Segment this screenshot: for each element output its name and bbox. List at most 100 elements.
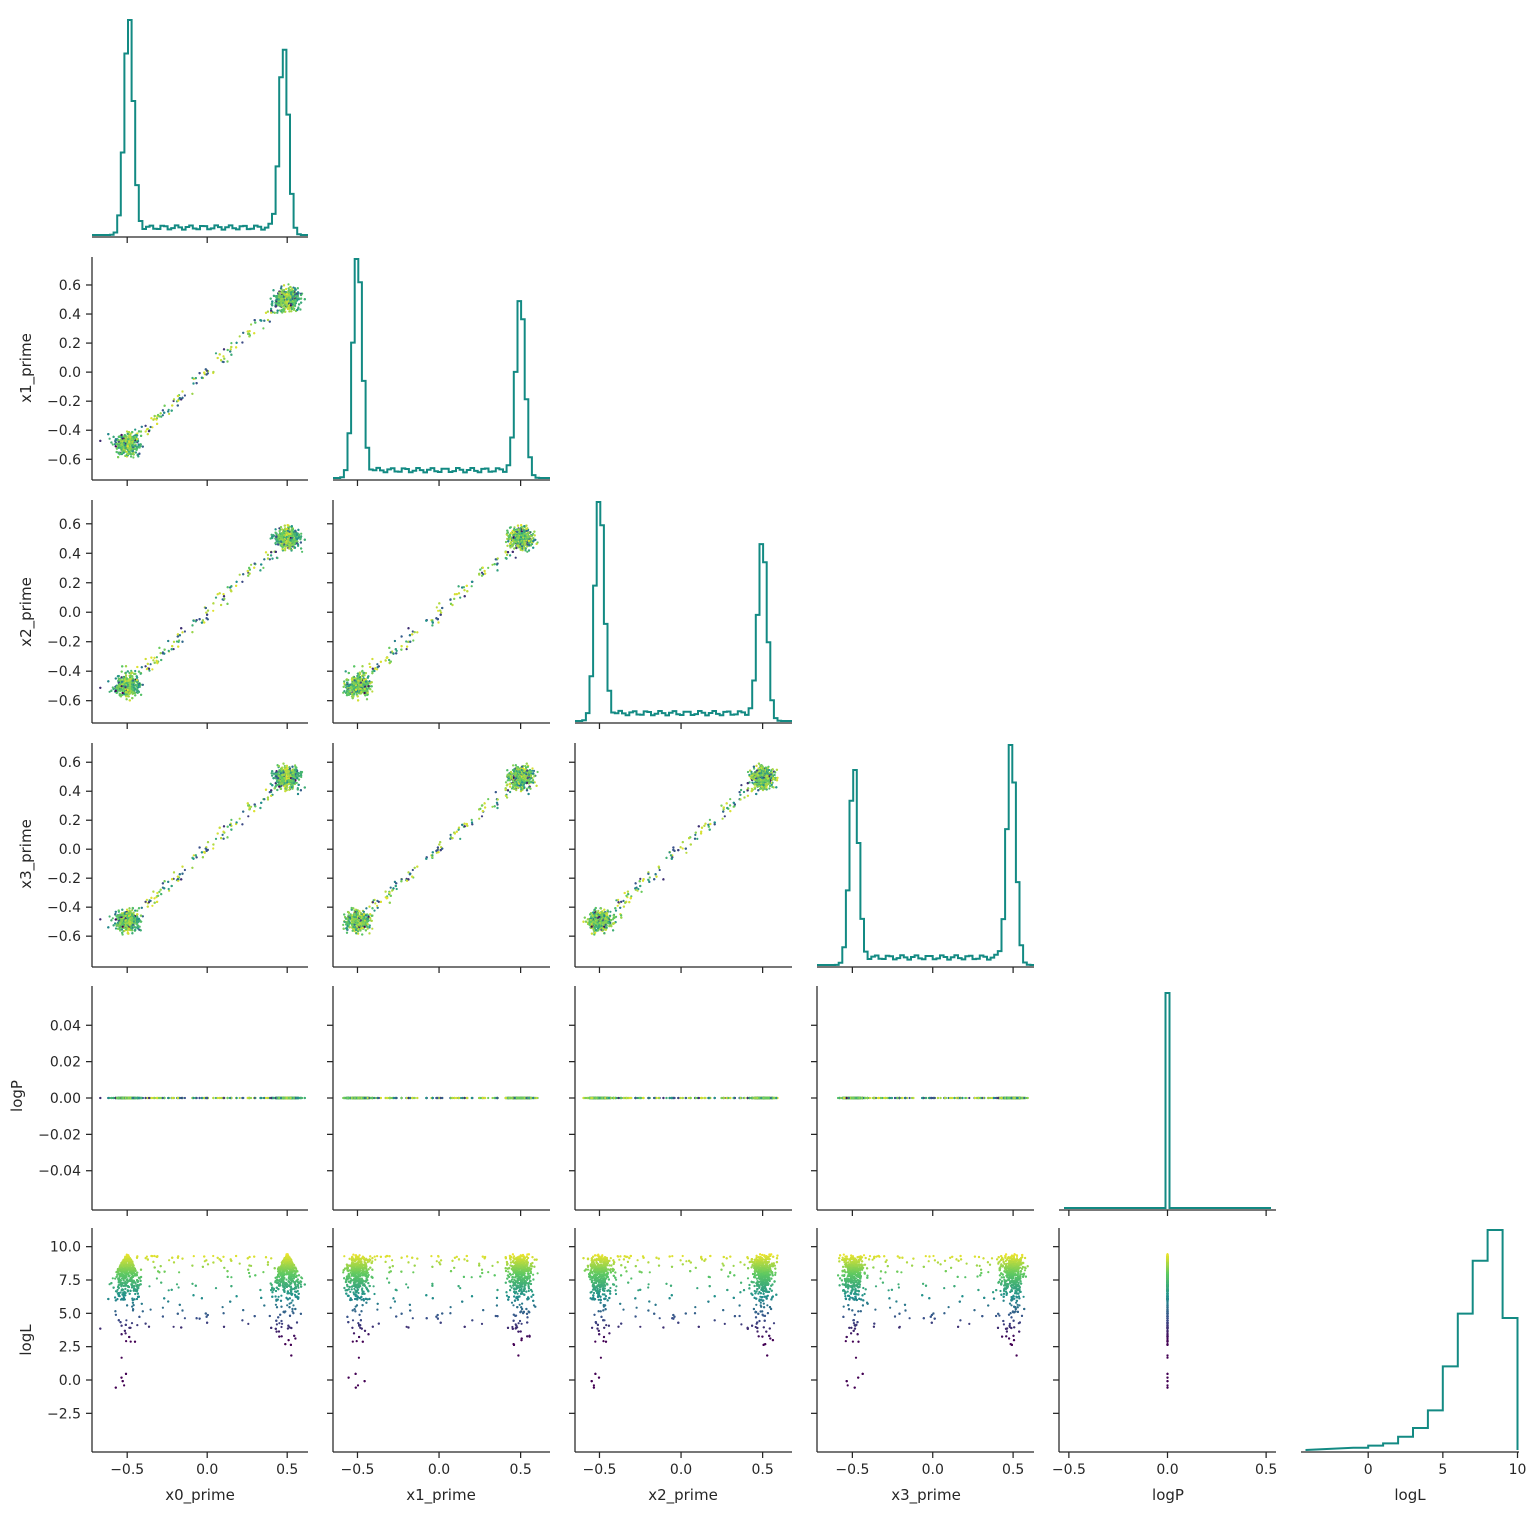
scatter-point: [137, 670, 141, 673]
scatter-layer: [99, 283, 1169, 1389]
scatter-point: [129, 684, 132, 687]
scatter-point: [180, 627, 183, 630]
scatter-point: [147, 430, 151, 433]
scatter-point: [151, 426, 154, 429]
scatter-point: [287, 296, 290, 299]
scatter-point: [121, 691, 124, 695]
scatter-point: [283, 305, 286, 308]
scatter-point: [150, 417, 153, 420]
scatter-point: [126, 670, 129, 673]
scatter-point: [108, 437, 111, 440]
scatter-point: [137, 443, 140, 446]
scatter-point: [514, 556, 517, 559]
scatter-point: [270, 551, 273, 554]
scatter-point: [128, 448, 131, 451]
scatter-point: [299, 308, 302, 311]
scatter-point: [282, 531, 285, 534]
scatter-point: [238, 335, 241, 338]
scatter-point: [266, 557, 270, 560]
scatter-point: [161, 652, 164, 655]
scatter-point: [292, 301, 295, 304]
scatter-point: [198, 618, 201, 621]
scatter-point: [222, 348, 226, 351]
scatter-point: [121, 442, 124, 445]
scatter-point: [168, 412, 171, 415]
scatter-point: [374, 667, 377, 670]
scatter-point: [144, 657, 147, 661]
scatter-point: [126, 453, 130, 456]
scatter-point: [125, 430, 129, 433]
scatter-point: [127, 695, 130, 698]
scatter-point: [287, 532, 290, 535]
scatter-point: [136, 685, 139, 688]
scatter-point: [212, 609, 215, 612]
scatter-point: [222, 360, 225, 364]
scatter-point: [138, 452, 141, 455]
scatter-point: [136, 676, 139, 679]
scatter-point: [155, 656, 158, 659]
scatter-point: [212, 602, 215, 605]
scatter-point: [262, 566, 265, 570]
scatter-point: [285, 293, 288, 296]
scatter-point: [141, 683, 144, 686]
scatter-point: [128, 691, 131, 694]
scatter-point: [220, 359, 223, 362]
scatter-point: [191, 624, 194, 627]
scatter-point: [129, 674, 132, 677]
scatter-point: [285, 527, 288, 531]
scatter-point: [131, 450, 134, 453]
scatter-point: [120, 689, 124, 692]
scatter-point: [135, 437, 139, 441]
scatter-point: [222, 355, 225, 358]
scatter-point: [198, 372, 201, 375]
scatter-point: [230, 590, 233, 593]
scatter-point: [283, 533, 286, 537]
scatter-point: [191, 376, 194, 380]
scatter-point: [123, 434, 126, 437]
scatter-point: [137, 430, 141, 433]
scatter-point: [163, 411, 166, 414]
scatter-point: [128, 451, 131, 454]
scatter-point: [286, 301, 289, 304]
scatter-point: [121, 440, 124, 443]
scatter-point: [291, 306, 294, 309]
scatter-point: [238, 573, 241, 576]
scatter-point: [281, 546, 284, 549]
scatter-point: [115, 450, 118, 454]
scatter-point: [146, 433, 149, 436]
scatter-point: [157, 413, 160, 417]
scatter-point: [131, 697, 134, 700]
scatter-point: [115, 691, 118, 695]
scatter-point: [230, 345, 233, 349]
scatter-point: [286, 539, 289, 543]
scatter-point: [226, 586, 229, 589]
scatter-point: [200, 376, 203, 379]
scatter-point: [285, 535, 288, 538]
scatter-point: [287, 304, 290, 307]
scatter-point: [290, 300, 293, 304]
scatter-point: [161, 414, 164, 417]
scatter-point: [144, 665, 147, 668]
scatter-point: [290, 549, 293, 552]
scatter-point: [281, 528, 284, 531]
scatter-point: [118, 694, 121, 697]
scatter-point: [139, 443, 142, 446]
scatter-point: [206, 613, 209, 616]
scatter-x2-prime-vs-x0-prime: [99, 524, 306, 702]
scatter-point: [176, 635, 179, 638]
scatter-point: [281, 533, 284, 536]
scatter-point: [513, 526, 516, 529]
scatter-point: [230, 342, 233, 345]
scatter-point: [288, 307, 291, 310]
scatter-point: [117, 439, 120, 442]
scatter-point: [121, 665, 124, 668]
scatter-point: [253, 562, 256, 565]
scatter-point: [291, 528, 295, 531]
scatter-point: [300, 535, 303, 538]
scatter-point: [293, 533, 297, 536]
scatter-point: [226, 360, 229, 363]
scatter-point: [281, 305, 284, 308]
scatter-point: [114, 689, 117, 693]
histogram-line: [817, 744, 1034, 966]
